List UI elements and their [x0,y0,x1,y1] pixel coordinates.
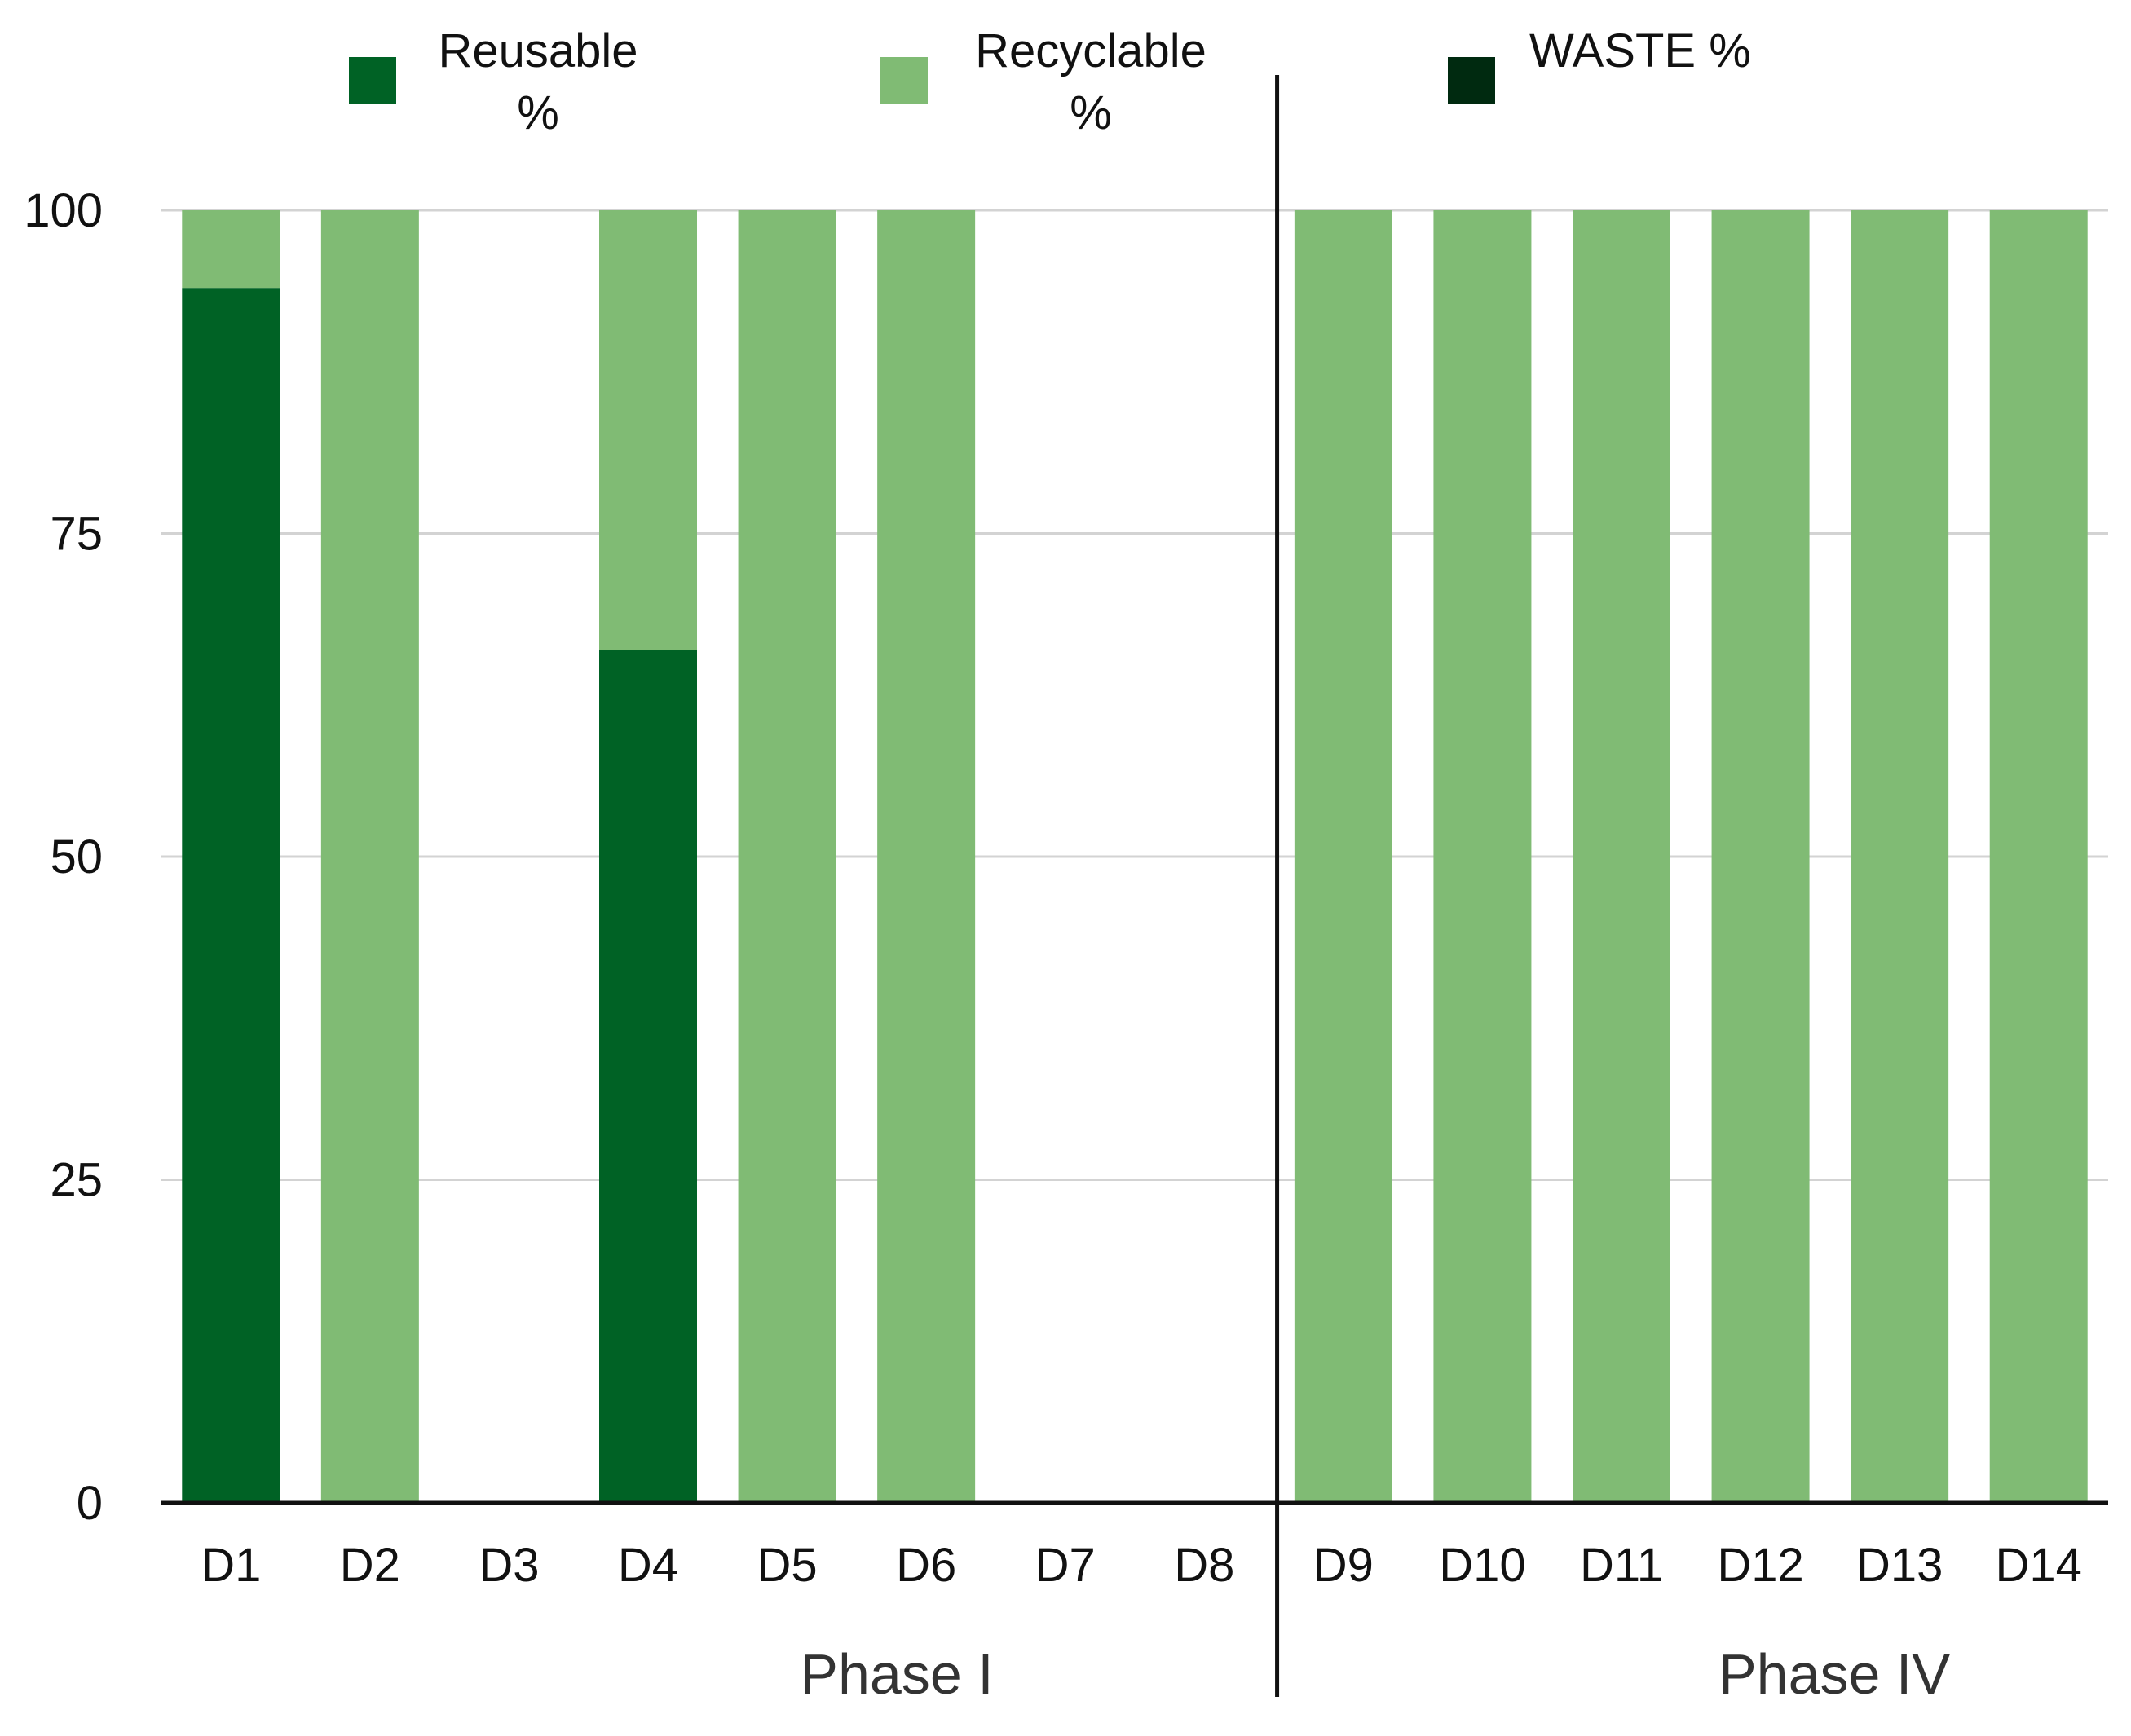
y-tick-label: 50 [50,831,103,883]
bar-d10-recyclable [1433,210,1532,1503]
bar-d6-recyclable [877,210,976,1503]
y-tick-label: 100 [24,184,103,237]
tick-labels: 0 25 50 75 100 D1 D2 D3 D4 D5 D6 D7 D8 D9 D10 D11 D12 D13… [24,184,2082,1592]
x-tick-label-d8: D8 [1174,1539,1234,1592]
legend-swatch-reusable [349,57,396,104]
bar-d2-recyclable [320,210,419,1503]
legend-label-reusable: Reusable [438,24,638,77]
bar-d1-reusable [182,288,280,1503]
x-tick-label-d6: D6 [896,1539,956,1592]
gridlines [161,209,2108,1181]
phase-label-phase-iv: Phase IV [1718,1642,1950,1706]
x-tick-label-d2: D2 [340,1539,400,1592]
x-tick-label-d3: D3 [479,1539,539,1592]
bar-d4-reusable [599,650,697,1503]
bar-d9-recyclable [1294,210,1392,1503]
y-tick-label: 75 [50,508,103,561]
legend-swatch-recyclable [880,57,928,104]
x-tick-label-d10: D10 [1439,1539,1525,1592]
legend-label-recyclable: % [1070,86,1112,139]
legend: Reusable% Recyclable% WASTE % [349,24,1751,139]
x-tick-label-d1: D1 [201,1539,261,1592]
x-tick-label-d9: D9 [1313,1539,1374,1592]
bar-d12-recyclable [1711,210,1810,1503]
x-tick-label-d5: D5 [757,1539,817,1592]
bar-d11-recyclable [1573,210,1670,1503]
y-tick-label: 25 [50,1154,103,1207]
x-tick-label-d11: D11 [1580,1539,1663,1592]
bar-d13-recyclable [1851,210,1949,1503]
y-tick-label: 0 [77,1477,103,1530]
legend-swatch-waste [1448,57,1495,104]
bar-d4-recyclable [599,210,697,650]
x-tick-label-d7: D7 [1035,1539,1096,1592]
x-tick-label-d14: D14 [1996,1539,2082,1592]
bar-d5-recyclable [738,210,836,1503]
legend-label-reusable: % [517,86,559,139]
bar-d1-recyclable [182,210,280,289]
phase-labels: Phase I Phase IV [800,1642,1950,1706]
legend-label-recyclable: Recyclable [975,24,1207,77]
x-tick-label-d4: D4 [618,1539,678,1592]
bars [182,210,2088,1503]
x-tick-label-d12: D12 [1717,1539,1803,1592]
axes [161,75,2108,1697]
legend-label-waste: WASTE % [1529,24,1751,77]
bar-d14-recyclable [1989,210,2088,1503]
x-tick-label-d13: D13 [1856,1539,1943,1592]
phase-label-phase-i: Phase I [800,1642,993,1706]
